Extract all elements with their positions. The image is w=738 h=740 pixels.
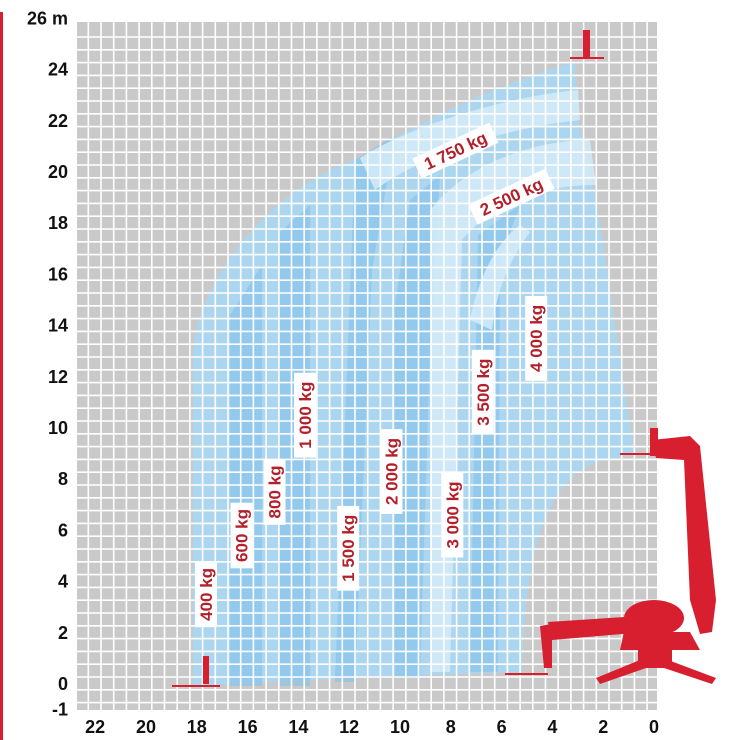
y-tick-label: -1 xyxy=(52,700,68,720)
x-tick-label: 18 xyxy=(187,717,207,737)
capacity-label: 2 000 kg xyxy=(380,429,403,514)
capacity-band-1 xyxy=(230,265,262,686)
x-tick-label: 4 xyxy=(547,717,557,737)
x-tick-label: 2 xyxy=(598,717,608,737)
y-tick-label: 26 m xyxy=(27,8,68,28)
capacity-label: 400 kg xyxy=(195,561,217,628)
capacity-label: 4 000 kg xyxy=(525,295,548,381)
y-tick-label: 6 xyxy=(58,520,68,540)
capacity-label: 3 500 kg xyxy=(471,349,494,435)
boom-lower-arm xyxy=(548,616,646,640)
capacity-label-box xyxy=(441,472,464,558)
capacity-label-box xyxy=(468,168,555,225)
machine-illustration xyxy=(172,30,716,687)
capacity-label: 3 000 kg xyxy=(441,472,464,558)
capacity-boundary-2 xyxy=(430,140,596,672)
capacity-label: 800 kg xyxy=(263,459,286,525)
capacity-label-box xyxy=(263,459,286,525)
capacity-label-box xyxy=(471,349,494,435)
capacity-label-text: 2 000 kg xyxy=(382,438,401,505)
capacity-label-box xyxy=(525,295,548,381)
y-tick-label: 22 xyxy=(48,111,68,131)
capacity-label-text: 800 kg xyxy=(266,466,285,519)
capacity-label-box xyxy=(337,505,360,591)
x-tick-label: 12 xyxy=(339,717,359,737)
x-tick-label: 8 xyxy=(446,717,456,737)
boom-head xyxy=(650,428,658,456)
y-tick-label: 18 xyxy=(48,213,68,233)
capacity-label-text: 1 000 kg xyxy=(296,382,315,449)
y-tick-label: 0 xyxy=(58,674,68,694)
capacity-label-box xyxy=(195,561,217,628)
y-tick-label: 4 xyxy=(58,572,68,592)
capacity-label-text: 400 kg xyxy=(197,568,216,621)
y-tick-label: 24 xyxy=(48,60,68,80)
y-tick-label: 8 xyxy=(58,469,68,489)
x-tick-label: 10 xyxy=(390,717,410,737)
capacity-label: 1 000 kg xyxy=(294,372,316,458)
far-reach-head xyxy=(203,656,209,684)
capacity-label-text: 3 000 kg xyxy=(443,481,462,548)
x-tick-label: 14 xyxy=(288,717,308,737)
y-tick-label: 12 xyxy=(48,367,68,387)
turret-body xyxy=(624,600,684,636)
boom-lower-head xyxy=(540,624,552,668)
chassis xyxy=(638,650,672,668)
x-tick-label: 20 xyxy=(136,717,156,737)
y-tick-label: 20 xyxy=(48,162,68,182)
capacity-label-text: 3 500 kg xyxy=(474,359,493,426)
capacity-label-text: 1 500 kg xyxy=(339,515,358,582)
capacity-label-text: 4 000 kg xyxy=(527,305,546,372)
turret-base xyxy=(620,632,700,650)
x-tick-label: 6 xyxy=(497,717,507,737)
y-tick-label: 14 xyxy=(48,316,68,336)
y-tick-label: 2 xyxy=(58,623,68,643)
capacity-label-text: 600 kg xyxy=(233,509,252,562)
max-height-head xyxy=(583,30,590,58)
x-tick-label: 22 xyxy=(85,717,105,737)
capacity-label: 1 500 kg xyxy=(337,505,360,591)
x-tick-label: 0 xyxy=(649,717,659,737)
y-tick-label: 10 xyxy=(48,418,68,438)
left-red-rule xyxy=(0,12,3,740)
outrigger-left xyxy=(596,660,646,684)
boom-upper-arm xyxy=(652,436,716,634)
x-tick-label: 16 xyxy=(238,717,258,737)
outrigger-right xyxy=(664,660,716,684)
capacity-label-box xyxy=(230,502,253,569)
capacity-label-box xyxy=(412,122,499,179)
capacity-boundary-3 xyxy=(470,225,530,330)
y-tick-label: 16 xyxy=(48,264,68,284)
capacity-label: 600 kg xyxy=(230,502,253,569)
capacity-label-box xyxy=(294,372,316,458)
capacity-label-box xyxy=(380,429,403,514)
